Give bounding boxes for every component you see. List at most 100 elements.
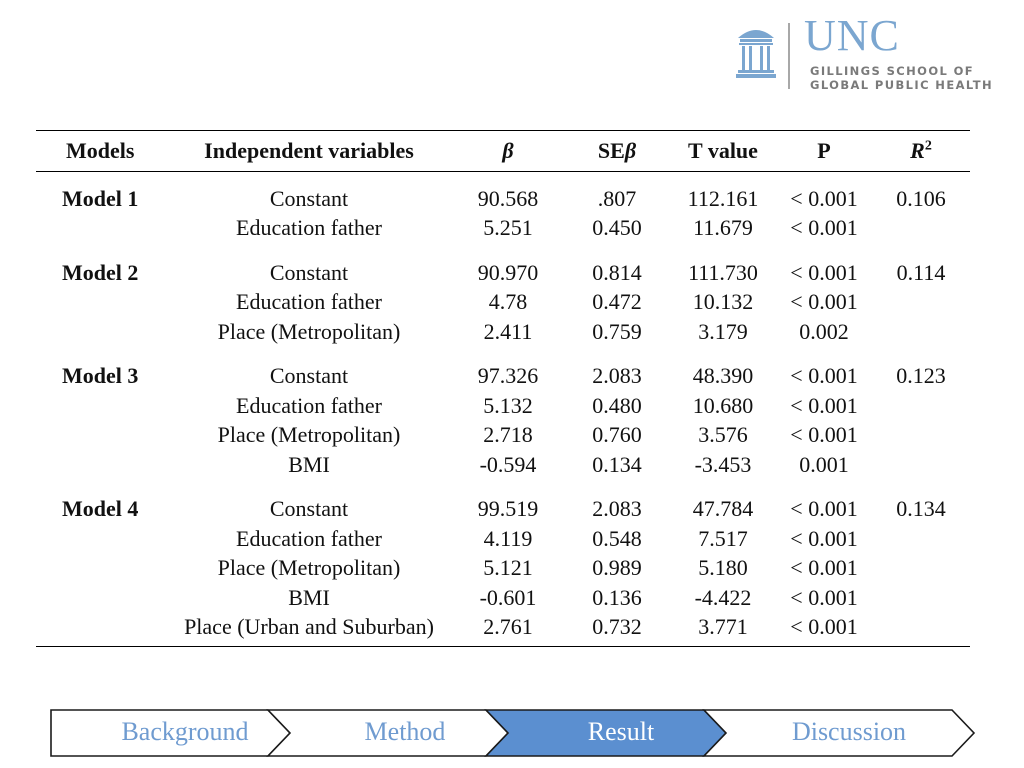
variable-cell: Education father bbox=[236, 392, 382, 418]
table-row: Place (Urban and Suburban) 2.761 0.732 3.77… bbox=[36, 613, 970, 643]
header-se-symbol: β bbox=[624, 138, 637, 163]
model-name-cell: Model 4 bbox=[62, 496, 139, 522]
table-header-row: Models Independent variables β SEβ T val… bbox=[36, 130, 970, 172]
header-beta-symbol: β bbox=[502, 138, 514, 163]
p-value-cell: < 0.001 bbox=[790, 185, 858, 211]
se-cell: 0.472 bbox=[592, 289, 642, 315]
beta-cell: 4.78 bbox=[488, 289, 528, 315]
regression-results-table: Models Independent variables β SEβ T val… bbox=[36, 130, 970, 647]
beta-cell: 2.411 bbox=[483, 318, 533, 344]
se-cell: 0.136 bbox=[592, 584, 642, 610]
model-name-cell: Model 2 bbox=[62, 259, 139, 285]
p-value-cell: 0.002 bbox=[799, 318, 849, 344]
model-name-cell bbox=[36, 524, 166, 554]
model-name-cell bbox=[36, 613, 166, 643]
t-value-cell: 11.679 bbox=[693, 215, 753, 241]
p-value-cell: < 0.001 bbox=[790, 259, 858, 285]
p-value-cell: < 0.001 bbox=[790, 215, 858, 241]
p-value-cell: < 0.001 bbox=[790, 289, 858, 315]
beta-cell: 5.121 bbox=[483, 555, 533, 581]
t-value-cell: 10.680 bbox=[692, 392, 754, 418]
model-gap-row bbox=[36, 480, 970, 495]
se-cell: 0.732 bbox=[592, 614, 642, 640]
logo-school-name: GILLINGS SCHOOL OF GLOBAL PUBLIC HEALTH bbox=[810, 64, 1020, 92]
p-value-cell: < 0.001 bbox=[790, 496, 858, 522]
header-r-base: R bbox=[910, 138, 925, 163]
p-value-cell: < 0.001 bbox=[790, 392, 858, 418]
nav-step-method[interactable]: Method bbox=[364, 717, 446, 746]
p-value-cell: < 0.001 bbox=[790, 525, 858, 551]
se-cell: 0.548 bbox=[592, 525, 642, 551]
se-cell: .807 bbox=[597, 185, 637, 211]
variable-cell: Place (Metropolitan) bbox=[217, 318, 401, 344]
table-spacer-row bbox=[36, 642, 970, 647]
t-value-cell: 48.390 bbox=[692, 363, 754, 389]
p-value-cell: < 0.001 bbox=[790, 555, 858, 581]
table-row: Model 1 Constant 90.568 .807 112.161 < 0.001 0… bbox=[36, 184, 970, 214]
t-value-cell: 47.784 bbox=[692, 496, 754, 522]
table-row: Place (Metropolitan) 5.121 0.989 5.180 < 0.0… bbox=[36, 554, 970, 584]
beta-cell: 5.251 bbox=[483, 215, 533, 241]
nav-step-discussion[interactable]: Discussion bbox=[791, 717, 907, 746]
t-value-cell: 5.180 bbox=[698, 555, 748, 581]
model-name-cell bbox=[36, 214, 166, 244]
t-value-cell: 3.179 bbox=[698, 318, 748, 344]
beta-cell: -0.601 bbox=[479, 584, 537, 610]
beta-cell: 99.519 bbox=[477, 496, 539, 522]
se-cell: 0.814 bbox=[592, 259, 642, 285]
table-row: Education father 5.251 0.450 11.679 < 0.001 bbox=[36, 214, 970, 244]
variable-cell: Constant bbox=[269, 259, 349, 285]
model-name-cell bbox=[36, 450, 166, 480]
r-squared-cell: 0.106 bbox=[896, 185, 946, 211]
se-cell: 0.989 bbox=[592, 555, 642, 581]
variable-cell: Place (Urban and Suburban) bbox=[184, 614, 434, 640]
table-body: Model 1 Constant 90.568 .807 112.161 < 0.001 0… bbox=[36, 172, 970, 647]
r-squared-cell: 0.114 bbox=[896, 259, 946, 285]
gap-cell bbox=[36, 347, 970, 362]
table-row: BMI -0.601 0.136 -4.422 < 0.001 bbox=[36, 583, 970, 613]
variable-cell: BMI bbox=[288, 451, 330, 477]
t-value-cell: 112.161 bbox=[687, 185, 759, 211]
se-cell: 0.480 bbox=[592, 392, 642, 418]
beta-cell: 5.132 bbox=[483, 392, 533, 418]
nav-shape-discussion[interactable] bbox=[702, 709, 976, 757]
variable-cell: Constant bbox=[269, 185, 349, 211]
variable-cell: Place (Metropolitan) bbox=[217, 422, 401, 448]
se-cell: 0.134 bbox=[592, 451, 642, 477]
table-row: Model 2 Constant 90.970 0.814 111.730 < 0.001… bbox=[36, 258, 970, 288]
spacer-cell bbox=[36, 172, 970, 185]
model-name-cell bbox=[36, 317, 166, 347]
p-value-cell: < 0.001 bbox=[790, 584, 858, 610]
r-squared-cell bbox=[872, 288, 970, 318]
r-squared-cell: 0.123 bbox=[896, 363, 946, 389]
model-name-cell bbox=[36, 391, 166, 421]
r-squared-cell bbox=[872, 317, 970, 347]
model-name-cell bbox=[36, 288, 166, 318]
beta-cell: -0.594 bbox=[479, 451, 537, 477]
r-squared-cell: 0.134 bbox=[896, 496, 946, 522]
model-name-cell: Model 1 bbox=[62, 185, 139, 211]
r-squared-cell bbox=[872, 524, 970, 554]
model-gap-row bbox=[36, 347, 970, 362]
beta-cell: 97.326 bbox=[477, 363, 539, 389]
header-r-squared: R2 bbox=[872, 131, 970, 172]
se-cell: 0.450 bbox=[592, 215, 642, 241]
header-models: Models bbox=[66, 138, 135, 163]
t-value-cell: 10.132 bbox=[692, 289, 754, 315]
r-squared-cell bbox=[872, 421, 970, 451]
r-squared-cell bbox=[872, 450, 970, 480]
variable-cell: BMI bbox=[288, 584, 330, 610]
r-squared-cell bbox=[872, 214, 970, 244]
header-t-value: T value bbox=[688, 138, 758, 163]
variable-cell: Place (Metropolitan) bbox=[217, 555, 401, 581]
nav-step-background[interactable]: Background bbox=[121, 717, 249, 746]
r-squared-cell bbox=[872, 391, 970, 421]
model-name-cell bbox=[36, 554, 166, 584]
p-value-cell: 0.001 bbox=[799, 451, 849, 477]
beta-cell: 4.119 bbox=[483, 525, 533, 551]
t-value-cell: 3.576 bbox=[698, 422, 748, 448]
gap-cell bbox=[36, 480, 970, 495]
nav-step-result[interactable]: Result bbox=[587, 717, 655, 746]
header-p: P bbox=[817, 138, 831, 163]
table-row: Model 4 Constant 99.519 2.083 47.784 < 0.001 0… bbox=[36, 495, 970, 525]
